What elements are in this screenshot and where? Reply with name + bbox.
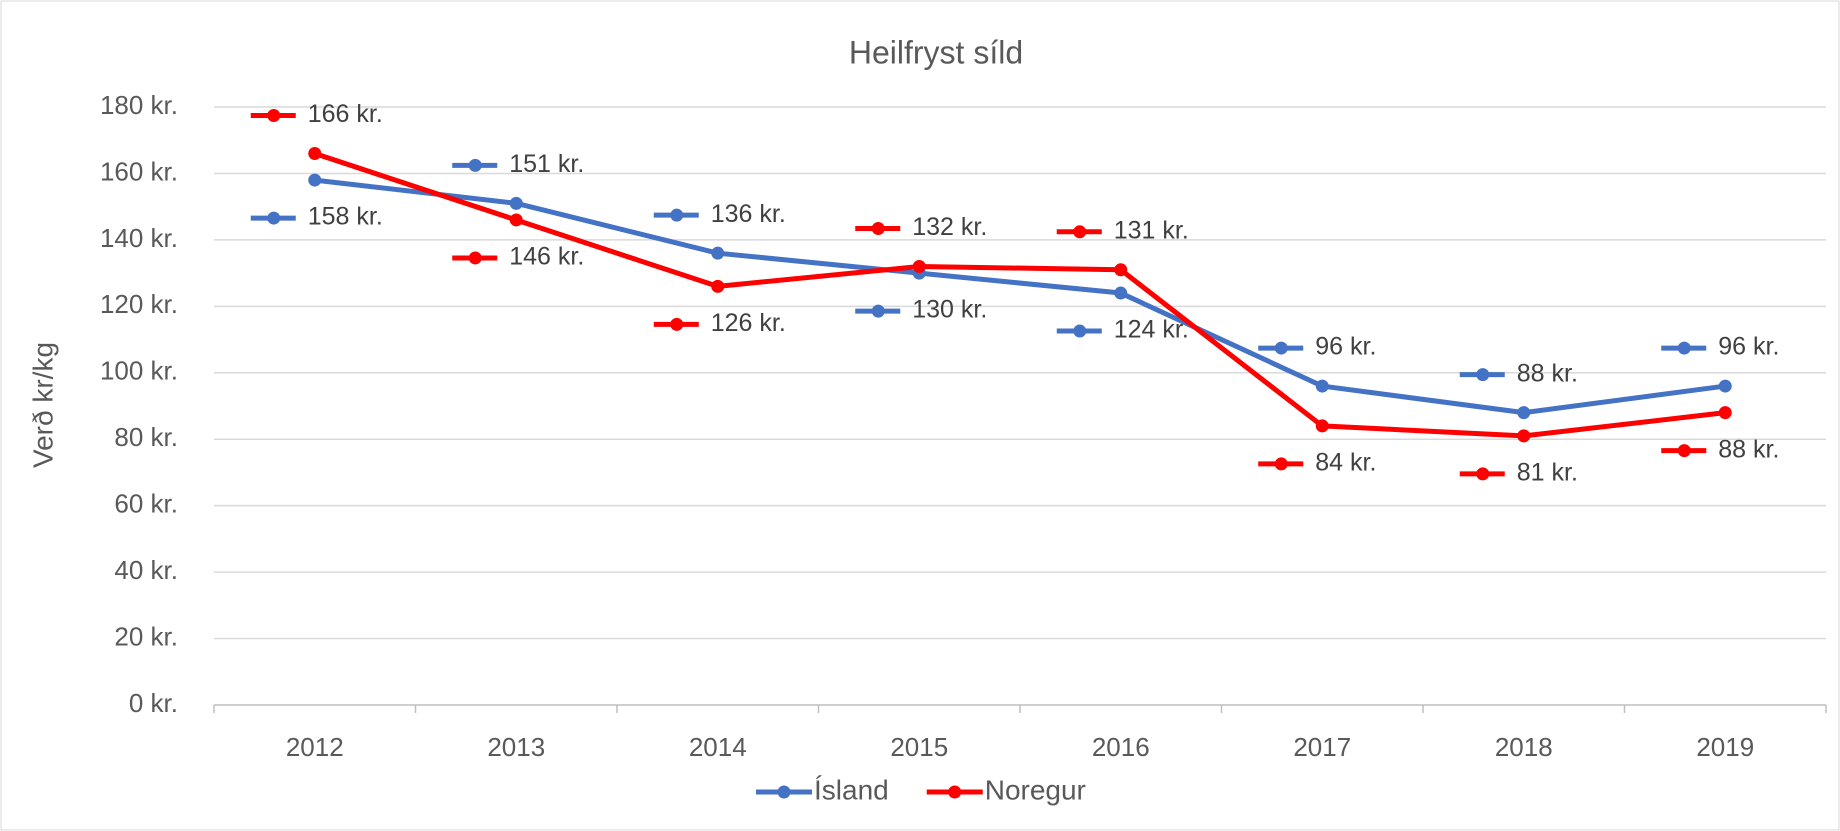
y-tick-label: 180 kr. [100,90,178,120]
label-key-dot [670,208,684,222]
data-point [711,246,725,260]
label-key-dot [871,304,885,318]
data-point [308,147,322,161]
label-key-dot [267,109,281,123]
label-key-dot [1073,225,1087,239]
data-point [509,196,523,210]
data-label: 136 kr. [711,200,786,228]
data-label: 124 kr. [1114,316,1189,344]
data-label: 151 kr. [509,150,584,178]
label-key-dot [1677,341,1691,355]
data-point [912,259,926,273]
data-label: 131 kr. [1114,216,1189,244]
data-point [1718,406,1732,420]
x-tick-label: 2013 [487,732,545,762]
x-tick-label: 2018 [1495,732,1553,762]
y-tick-label: 60 kr. [114,489,178,519]
data-label: 146 kr. [509,243,584,271]
data-label: 166 kr. [308,100,383,128]
series-line [313,151,1726,439]
data-label: 84 kr. [1315,449,1376,477]
data-point [509,213,523,227]
label-key-dot [1476,467,1490,481]
label-key-dot [267,211,281,225]
label-key-dot [1274,341,1288,355]
label-key-dot [1274,457,1288,471]
legend-label: Noregur [985,774,1086,805]
label-key-dot [1677,444,1691,458]
x-tick-label: 2012 [286,732,344,762]
data-point [1114,263,1128,277]
data-label: 88 kr. [1718,435,1779,463]
x-tick-label: 2017 [1293,732,1351,762]
data-label: 96 kr. [1315,333,1376,361]
data-label: 96 kr. [1718,333,1779,361]
y-tick-label: 120 kr. [100,289,178,319]
label-key-dot [670,317,684,331]
label-key-dot [1476,368,1490,382]
data-point [1315,419,1329,433]
y-tick-label: 40 kr. [114,555,178,585]
y-tick-label: 20 kr. [114,621,178,651]
data-point [1718,379,1732,393]
data-label: 130 kr. [912,296,987,324]
data-label: 81 kr. [1517,459,1578,487]
x-tick-label: 2015 [890,732,948,762]
y-tick-label: 80 kr. [114,422,178,452]
data-point [711,279,725,293]
label-key-dot [468,158,482,172]
y-tick-label: 0 kr. [129,688,178,718]
legend-key-dot [948,785,962,799]
data-point [1517,429,1531,443]
label-key-dot [1073,324,1087,338]
chart-title: Heilfryst síld [849,34,1023,70]
legend-label: Ísland [814,774,889,805]
label-key-dot [871,221,885,235]
x-tick-label: 2016 [1092,732,1150,762]
x-tick-label: 2014 [689,732,747,762]
data-label: 132 kr. [912,213,987,241]
data-point [1517,406,1531,420]
series-line [314,177,1726,416]
data-label: 88 kr. [1517,359,1578,387]
label-key-dot [468,251,482,265]
data-point [1315,379,1329,393]
data-point [1114,286,1128,300]
data-label: 158 kr. [308,203,383,231]
y-tick-label: 140 kr. [100,223,178,253]
legend-key-dot [777,785,791,799]
x-tick-label: 2019 [1696,732,1754,762]
y-axis-label: Verð kr/kg [27,342,58,468]
y-tick-label: 100 kr. [100,356,178,386]
y-tick-label: 160 kr. [100,156,178,186]
data-point [308,173,322,187]
data-label: 126 kr. [711,309,786,337]
